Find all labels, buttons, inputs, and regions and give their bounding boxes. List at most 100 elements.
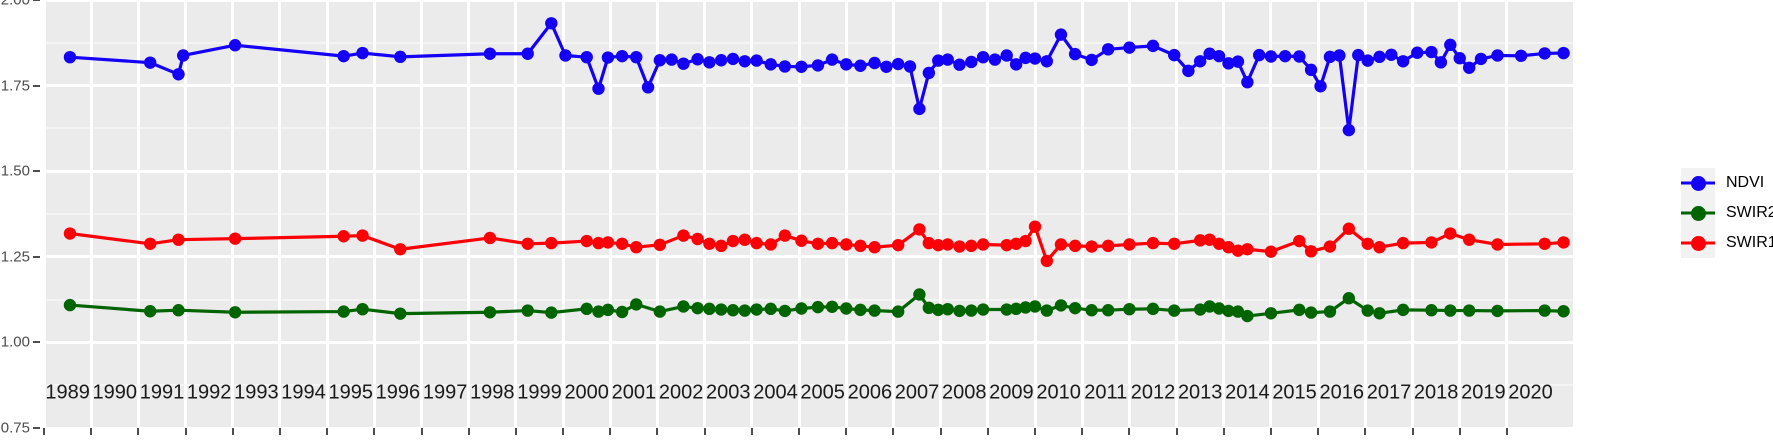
x-tick-mark: [420, 428, 423, 435]
horizontal-gridline-minor: [44, 213, 1573, 215]
data-point: [1462, 61, 1476, 74]
data-point: [63, 227, 77, 240]
y-tick-label: 1.50: [0, 162, 30, 180]
data-point: [1444, 38, 1457, 52]
data-point: [228, 306, 242, 319]
data-point: [1304, 306, 1318, 319]
x-tick-label: 2007: [894, 381, 940, 404]
vertical-gridline: [420, 0, 424, 428]
data-point: [641, 81, 655, 94]
x-tick-mark: [1081, 428, 1084, 435]
vertical-gridline: [136, 0, 140, 428]
legend-item-swir2[interactable]: SWIR2: [1681, 198, 1773, 228]
data-point: [738, 55, 751, 68]
data-point: [601, 303, 615, 317]
data-point: [1373, 241, 1386, 254]
data-point: [1085, 240, 1098, 253]
vertical-gridline: [325, 0, 329, 428]
data-point: [1068, 239, 1082, 253]
x-tick-mark: [1128, 428, 1131, 435]
x-tick-label: 2008: [941, 381, 987, 404]
x-tick-label: 2018: [1413, 381, 1459, 404]
data-point: [1085, 53, 1098, 67]
data-point: [868, 304, 881, 317]
data-point: [665, 53, 678, 66]
vertical-gridline: [750, 0, 754, 428]
data-point: [764, 302, 777, 316]
x-tick-label: 1997: [422, 381, 468, 404]
x-tick-label: 2002: [658, 381, 704, 404]
data-point: [703, 56, 716, 69]
x-tick-mark: [1411, 428, 1414, 435]
data-point: [356, 302, 369, 316]
data-point: [545, 306, 558, 319]
data-point: [521, 304, 534, 317]
data-point: [1203, 47, 1216, 60]
legend-label: SWIR2: [1726, 204, 1773, 221]
horizontal-gridline: [44, 0, 1573, 2]
series-swir1: [63, 220, 1570, 268]
legend-item-swir1[interactable]: SWIR1: [1681, 228, 1773, 258]
data-point: [394, 307, 407, 320]
data-point: [811, 300, 825, 314]
data-point: [1222, 57, 1235, 70]
data-point: [677, 57, 690, 70]
data-point: [1019, 301, 1032, 314]
data-point: [630, 298, 643, 311]
data-point: [545, 236, 558, 250]
series-swir2: [63, 288, 1570, 323]
data-point: [615, 305, 629, 319]
data-point: [868, 241, 881, 254]
legend-item-ndvi[interactable]: NDVI: [1681, 168, 1773, 198]
vertical-gridline: [514, 0, 518, 428]
vertical-gridline: [891, 0, 895, 428]
data-point: [521, 237, 534, 250]
horizontal-gridline-minor: [44, 384, 1573, 387]
x-tick-label: 1996: [375, 381, 421, 404]
y-tick-label: 0.75: [0, 419, 30, 437]
data-point: [143, 237, 157, 250]
data-point: [750, 303, 763, 316]
x-tick-mark: [184, 428, 187, 435]
data-point: [778, 229, 792, 242]
data-point: [1009, 237, 1023, 250]
data-point: [1146, 236, 1160, 250]
data-point: [356, 229, 369, 242]
data-point: [1241, 309, 1254, 323]
vertical-gridline: [1127, 0, 1131, 428]
data-point: [580, 50, 593, 64]
data-point: [1168, 48, 1181, 62]
data-point: [891, 238, 905, 252]
data-point: [913, 223, 926, 236]
vertical-gridline: [1316, 0, 1320, 428]
data-point: [1212, 302, 1226, 315]
data-point: [1491, 49, 1504, 62]
data-point: [1123, 302, 1136, 316]
data-point: [1203, 300, 1216, 313]
data-point: [795, 302, 808, 315]
horizontal-gridline: [44, 84, 1573, 88]
data-point: [653, 54, 667, 67]
data-point: [1538, 47, 1551, 60]
horizontal-gridline: [44, 426, 1573, 428]
x-tick-mark: [43, 428, 45, 435]
data-point: [337, 230, 350, 243]
data-point: [891, 305, 905, 318]
data-point: [738, 304, 751, 317]
data-point: [726, 234, 740, 248]
data-point: [691, 232, 704, 246]
y-axis: 2.00 1.75 1.50 1.25 1.00 0.75: [0, 0, 44, 442]
series-layer: [63, 17, 1570, 323]
data-point: [1514, 49, 1528, 63]
data-point: [1425, 304, 1438, 317]
data-point: [750, 236, 763, 250]
data-point: [1373, 307, 1386, 320]
vertical-gridline: [1175, 0, 1179, 428]
data-point: [922, 301, 936, 315]
vertical-gridline: [703, 0, 707, 428]
data-point: [880, 60, 893, 73]
legend-key-swatch: [1681, 168, 1715, 198]
data-point: [1028, 52, 1042, 65]
vertical-gridline: [1458, 0, 1462, 428]
vertical-gridline: [1080, 0, 1084, 428]
